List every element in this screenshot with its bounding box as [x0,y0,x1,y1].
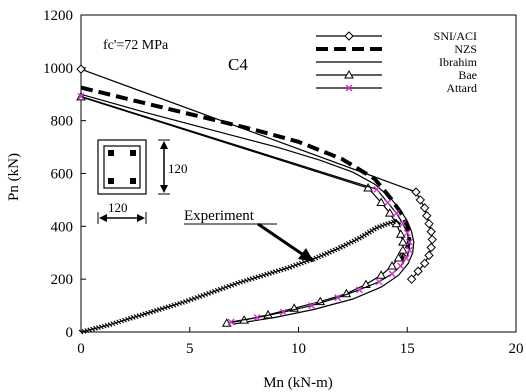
legend-label-attard: Attard [446,81,477,95]
x-tick-label: 5 [186,341,194,357]
x-tick-label: 20 [509,341,524,357]
rebar-bottom-right [130,178,136,184]
experiment-annotation: Experiment [184,208,255,224]
x-tick-label: 10 [291,341,306,357]
x-axis-title: Mn (kN-m) [263,375,333,391]
y-tick-label: 1200 [43,8,73,24]
legend-label-nzs: NZS [454,42,477,56]
rebar-bottom-left [108,178,114,184]
rebar-top-left [108,150,114,156]
specimen-label: C4 [228,55,248,74]
dimension-horizontal-label: 120 [108,200,128,215]
legend-label-sni-aci: SNI/ACI [434,29,477,43]
dimension-vertical-label: 120 [168,161,188,176]
legend-label-ibrahim: Ibrahim [439,55,478,69]
y-tick-label: 0 [66,325,74,341]
y-tick-label: 1000 [43,61,73,77]
x-tick-label: 15 [400,341,415,357]
y-tick-label: 600 [51,167,74,183]
legend-label-bae: Bae [458,68,477,82]
y-axis-title: Pn (kN) [6,153,22,201]
y-tick-label: 200 [51,272,74,288]
concrete-strength-annotation: fc'=72 MPa [103,38,169,53]
x-tick-label: 0 [77,341,85,357]
y-tick-label: 400 [51,219,74,235]
y-tick-label: 800 [51,114,74,130]
rebar-top-right [130,150,136,156]
